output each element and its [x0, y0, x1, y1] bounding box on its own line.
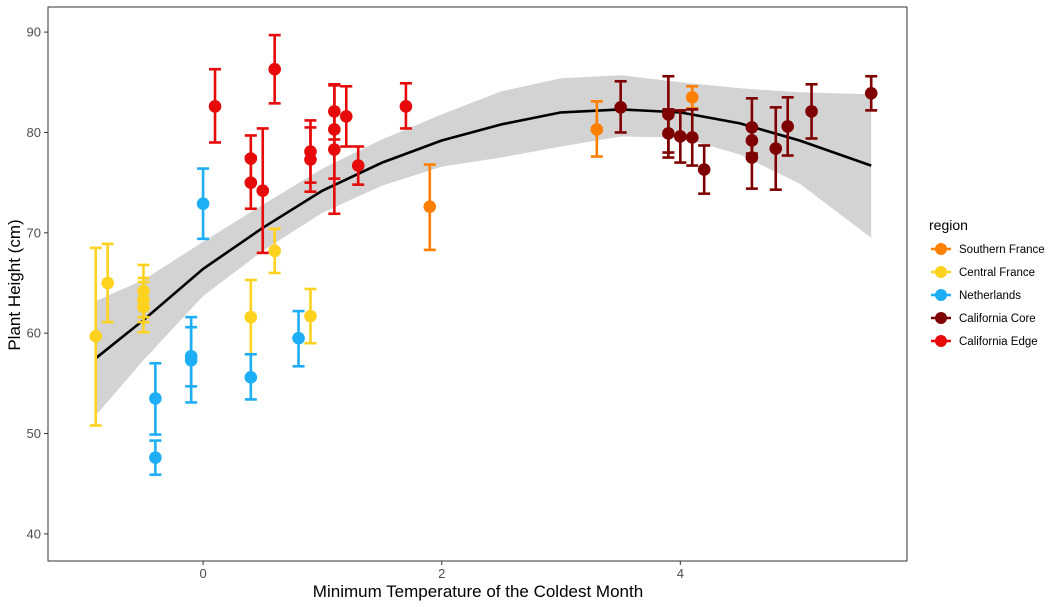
- data-point: [399, 100, 413, 113]
- y-tick-label: 50: [27, 426, 41, 441]
- plot-frame: [47, 6, 908, 562]
- series-california-edge: [208, 33, 413, 255]
- y-axis-title: Plant Height (cm): [5, 219, 24, 350]
- data-point: [244, 371, 258, 384]
- data-point: [196, 197, 210, 211]
- series-netherlands: [149, 167, 305, 476]
- data-point: [149, 451, 162, 464]
- confidence-ribbon: [95, 75, 872, 416]
- y-tick-label: 40: [27, 526, 41, 541]
- data-point: [256, 184, 270, 197]
- data-point: [184, 353, 198, 367]
- data-point: [137, 300, 150, 314]
- legend: region Southern France Central France Neth…: [929, 217, 1045, 348]
- x-tick-label: 0: [199, 566, 206, 581]
- y-tick-label: 60: [27, 326, 41, 341]
- legend-item: Southern France: [931, 243, 1045, 256]
- data-point: [685, 91, 699, 104]
- data-point: [208, 100, 222, 113]
- data-point: [304, 153, 317, 166]
- legend-item: California Core: [931, 312, 1036, 325]
- legend-key-dot: [935, 335, 947, 347]
- data-point: [423, 200, 437, 214]
- data-point: [89, 329, 103, 343]
- x-tick-label: 4: [677, 566, 684, 581]
- axes-layer: 0 2 4 40 50 60 70 80 90: [27, 6, 908, 581]
- data-point: [781, 120, 794, 133]
- series-california-core: [614, 74, 878, 195]
- data-point: [292, 331, 305, 345]
- y-tick-label: 90: [27, 25, 41, 40]
- data-point: [674, 130, 687, 143]
- data-point: [268, 62, 281, 76]
- legend-items: Southern France Central France Netherlands…: [931, 243, 1045, 348]
- legend-item: Central France: [931, 266, 1035, 279]
- legend-label: Central France: [959, 267, 1035, 279]
- y-tick-label: 80: [27, 125, 41, 140]
- data-point: [351, 159, 365, 172]
- data-point: [745, 151, 759, 164]
- legend-item: Netherlands: [931, 289, 1021, 302]
- points-layer: [89, 33, 878, 476]
- x-axis-title: Minimum Temperature of the Coldest Month: [313, 582, 643, 601]
- legend-key-dot: [935, 266, 947, 278]
- legend-label: Netherlands: [959, 290, 1021, 302]
- legend-label: California Core: [959, 313, 1036, 325]
- series-southern-france: [423, 84, 699, 252]
- data-point: [864, 87, 878, 100]
- data-point: [268, 244, 281, 258]
- legend-key-dot: [935, 243, 947, 255]
- data-point: [328, 143, 341, 156]
- data-point: [685, 131, 699, 144]
- data-point: [244, 310, 258, 324]
- legend-key-dot: [935, 312, 947, 324]
- y-tick-label: 70: [27, 225, 41, 240]
- data-point: [339, 110, 353, 123]
- legend-item: California Edge: [931, 335, 1038, 348]
- legend-label: California Edge: [959, 336, 1038, 348]
- data-point: [149, 392, 162, 405]
- data-point: [662, 127, 675, 140]
- fit-line: [94, 108, 872, 360]
- data-point: [304, 309, 317, 323]
- data-point: [244, 176, 258, 189]
- legend-title: region: [929, 217, 968, 233]
- legend-key-dot: [935, 289, 947, 301]
- data-point: [769, 142, 783, 155]
- data-point: [697, 163, 711, 176]
- x-tick-label: 2: [438, 566, 445, 581]
- data-point: [101, 276, 114, 290]
- data-point: [614, 101, 627, 114]
- fit-layer: [94, 75, 872, 416]
- data-point: [590, 123, 604, 136]
- legend-label: Southern France: [959, 244, 1045, 256]
- data-point: [805, 105, 818, 118]
